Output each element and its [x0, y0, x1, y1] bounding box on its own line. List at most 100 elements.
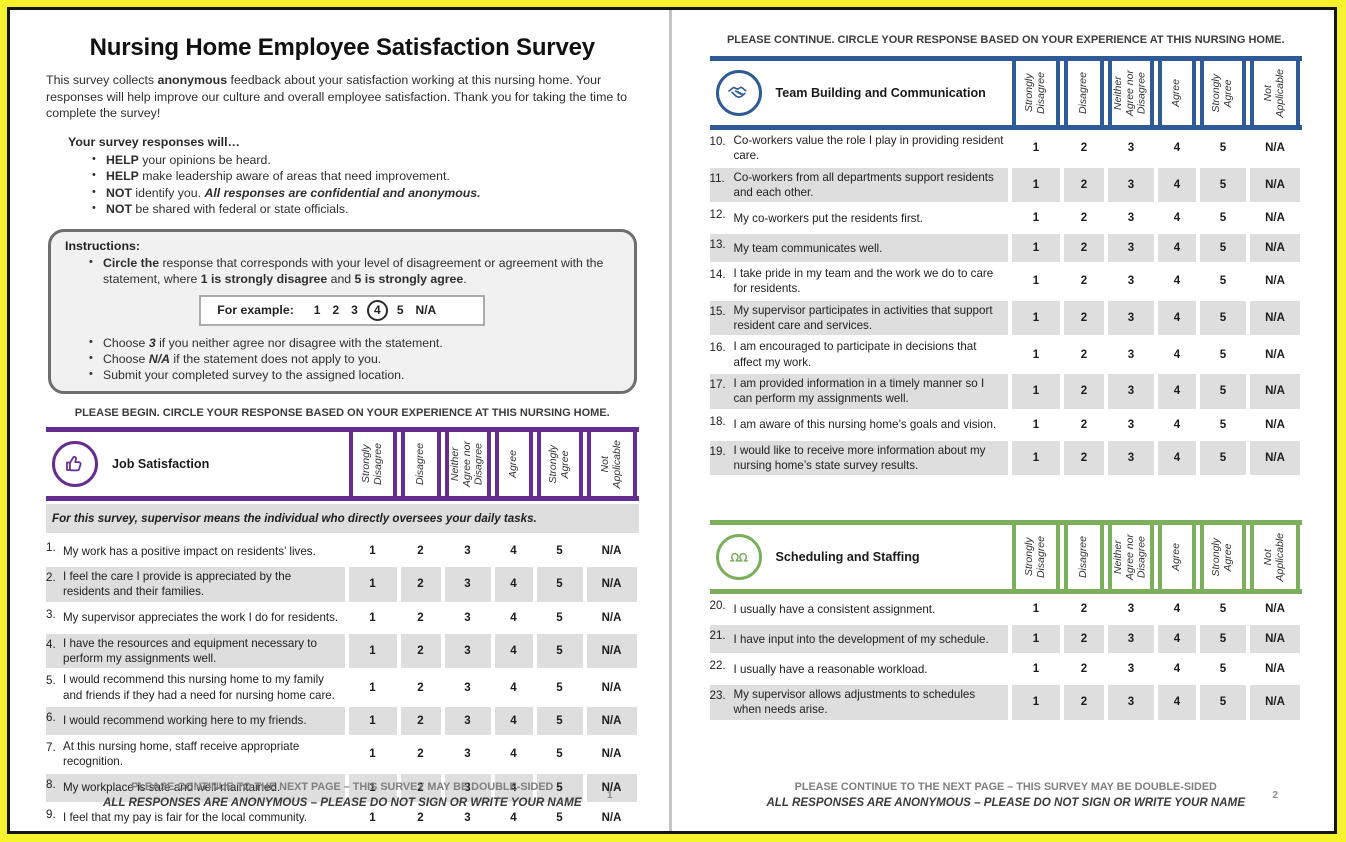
- response-option[interactable]: N/A: [1250, 685, 1300, 720]
- response-option[interactable]: 2: [1080, 663, 1088, 676]
- response-option[interactable]: 3: [1127, 348, 1135, 361]
- response-option[interactable]: 5: [1200, 373, 1246, 409]
- response-option[interactable]: 3: [1108, 167, 1154, 203]
- response-option[interactable]: 4: [1158, 234, 1196, 263]
- response-option[interactable]: 4: [1158, 685, 1196, 720]
- response-option[interactable]: 3: [1127, 663, 1135, 676]
- response-option[interactable]: 5: [556, 681, 563, 694]
- response-option[interactable]: 2: [400, 706, 441, 735]
- response-option[interactable]: 2: [1064, 625, 1104, 654]
- response-option[interactable]: 2: [1080, 212, 1088, 225]
- response-option[interactable]: N/A: [1250, 167, 1300, 203]
- response-option[interactable]: 4: [494, 567, 533, 602]
- response-option[interactable]: 3: [1127, 212, 1135, 225]
- response-option[interactable]: N/A: [601, 611, 622, 624]
- response-option[interactable]: 3: [464, 811, 471, 824]
- response-option[interactable]: N/A: [601, 811, 622, 824]
- response-option[interactable]: 1: [1032, 275, 1040, 288]
- response-option[interactable]: 3: [444, 706, 491, 735]
- response-option[interactable]: 5: [536, 567, 583, 602]
- response-option[interactable]: 2: [1064, 440, 1104, 476]
- response-option[interactable]: 2: [1080, 348, 1088, 361]
- response-option[interactable]: 5: [536, 773, 583, 802]
- response-option[interactable]: 1: [1032, 348, 1040, 361]
- response-option[interactable]: 2: [400, 773, 441, 802]
- response-option[interactable]: 3: [444, 633, 491, 669]
- response-option[interactable]: N/A: [1250, 373, 1300, 409]
- response-option[interactable]: 4: [1173, 348, 1181, 361]
- response-option[interactable]: 2: [1080, 275, 1088, 288]
- response-option[interactable]: 3: [1108, 373, 1154, 409]
- response-option[interactable]: N/A: [586, 706, 637, 735]
- response-option[interactable]: 5: [1200, 234, 1246, 263]
- response-option[interactable]: 1: [348, 773, 397, 802]
- response-option[interactable]: 4: [510, 681, 517, 694]
- response-option[interactable]: 3: [1108, 234, 1154, 263]
- response-option[interactable]: N/A: [1265, 212, 1285, 225]
- response-option[interactable]: N/A: [601, 681, 622, 694]
- response-option[interactable]: 5: [1219, 142, 1227, 155]
- response-option[interactable]: 3: [1108, 300, 1154, 336]
- response-option[interactable]: 1: [1032, 418, 1040, 431]
- response-option[interactable]: 4: [494, 706, 533, 735]
- response-option[interactable]: 5: [1219, 418, 1227, 431]
- response-option[interactable]: 3: [1127, 418, 1135, 431]
- response-option[interactable]: N/A: [601, 545, 622, 558]
- response-option[interactable]: 1: [348, 633, 397, 669]
- response-option[interactable]: 2: [1064, 167, 1104, 203]
- response-option[interactable]: 1: [1012, 625, 1060, 654]
- response-option[interactable]: N/A: [586, 773, 637, 802]
- response-option[interactable]: 2: [417, 748, 424, 761]
- response-option[interactable]: 1: [1012, 440, 1060, 476]
- response-option[interactable]: 2: [417, 611, 424, 624]
- response-option[interactable]: 2: [1080, 142, 1088, 155]
- response-option[interactable]: 5: [536, 706, 583, 735]
- response-option[interactable]: 4: [510, 611, 517, 624]
- response-option[interactable]: 3: [1108, 440, 1154, 476]
- response-option[interactable]: 1: [1012, 167, 1060, 203]
- response-option[interactable]: 5: [1200, 440, 1246, 476]
- response-option[interactable]: N/A: [1250, 234, 1300, 263]
- response-option[interactable]: 3: [1127, 603, 1135, 616]
- response-option[interactable]: 4: [1158, 167, 1196, 203]
- response-option[interactable]: 4: [1158, 373, 1196, 409]
- response-option[interactable]: 3: [444, 773, 491, 802]
- response-option[interactable]: 5: [1200, 300, 1246, 336]
- response-option[interactable]: 4: [1158, 625, 1196, 654]
- response-option[interactable]: 5: [1200, 625, 1246, 654]
- response-option[interactable]: 1: [1012, 685, 1060, 720]
- response-option[interactable]: 3: [464, 611, 471, 624]
- response-option[interactable]: 5: [1219, 348, 1227, 361]
- response-option[interactable]: 3: [464, 681, 471, 694]
- response-option[interactable]: 2: [417, 681, 424, 694]
- response-option[interactable]: 5: [1219, 275, 1227, 288]
- response-option[interactable]: 5: [1219, 663, 1227, 676]
- response-option[interactable]: N/A: [1250, 300, 1300, 336]
- response-option[interactable]: 3: [1108, 685, 1154, 720]
- response-option[interactable]: 5: [556, 748, 563, 761]
- response-option[interactable]: 5: [1219, 603, 1227, 616]
- response-option[interactable]: 4: [1173, 418, 1181, 431]
- response-option[interactable]: 2: [400, 567, 441, 602]
- response-option[interactable]: 1: [348, 706, 397, 735]
- response-option[interactable]: 4: [1158, 300, 1196, 336]
- response-option[interactable]: 3: [1127, 142, 1135, 155]
- response-option[interactable]: 5: [1200, 685, 1246, 720]
- response-option[interactable]: 5: [1219, 212, 1227, 225]
- response-option[interactable]: 1: [369, 611, 376, 624]
- response-option[interactable]: 1: [1032, 142, 1040, 155]
- response-option[interactable]: N/A: [586, 633, 637, 669]
- response-option[interactable]: N/A: [1265, 275, 1285, 288]
- response-option[interactable]: 2: [417, 811, 424, 824]
- response-option[interactable]: 5: [556, 611, 563, 624]
- response-option[interactable]: 2: [400, 633, 441, 669]
- response-option[interactable]: 4: [1158, 440, 1196, 476]
- response-option[interactable]: N/A: [1265, 142, 1285, 155]
- response-option[interactable]: N/A: [1265, 348, 1285, 361]
- response-option[interactable]: 2: [1080, 603, 1088, 616]
- response-option[interactable]: N/A: [1265, 418, 1285, 431]
- response-option[interactable]: 4: [1173, 275, 1181, 288]
- response-option[interactable]: 1: [1032, 603, 1040, 616]
- response-option[interactable]: 3: [1127, 275, 1135, 288]
- response-option[interactable]: 1: [1012, 234, 1060, 263]
